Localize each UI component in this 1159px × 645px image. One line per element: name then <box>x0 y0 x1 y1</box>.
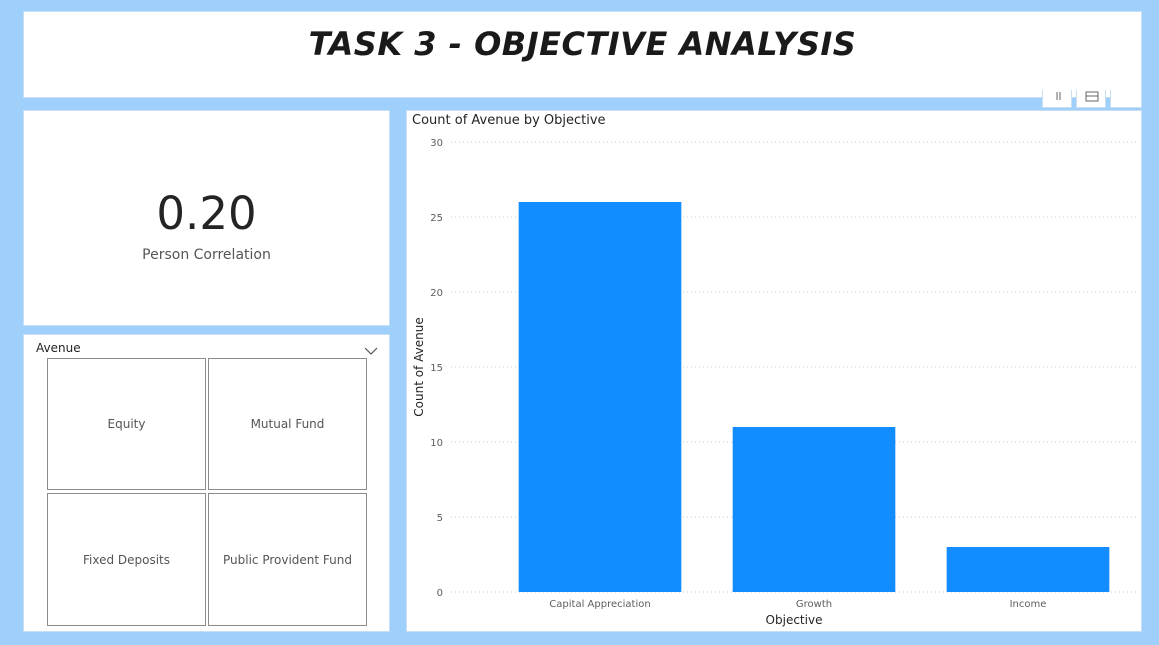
slicer-tile-equity[interactable]: Equity <box>47 358 206 490</box>
x-tick-label: Income <box>1010 599 1047 610</box>
chart-title: Count of Avenue by Objective <box>412 113 606 128</box>
slicer-tile-mutual-fund[interactable]: Mutual Fund <box>208 358 367 490</box>
bar-chart-panel: Count of Avenue by Objective 0 5 10 15 20 25 3… <box>406 110 1142 632</box>
y-tick-label: 30 <box>430 138 443 149</box>
page-title: TASK 3 - OBJECTIVE ANALYSIS <box>308 25 857 63</box>
y-tick-label: 15 <box>430 363 443 374</box>
focus-mode-icon[interactable] <box>1076 90 1106 108</box>
bar-chart: 0 5 10 15 20 25 30 Capital Appreciation Growth In… <box>412 138 1137 627</box>
card-label: Person Correlation <box>142 247 271 263</box>
x-tick-label: Growth <box>796 599 832 610</box>
y-axis-label: Count of Avenue <box>412 317 426 416</box>
bar[interactable] <box>732 427 896 592</box>
bar[interactable] <box>518 202 682 592</box>
x-tick-label: Capital Appreciation <box>549 599 650 610</box>
y-tick-label: 0 <box>437 588 443 599</box>
bar[interactable] <box>946 547 1110 592</box>
y-tick-label: 5 <box>437 513 443 524</box>
x-axis-label: Objective <box>766 613 823 627</box>
slicer-tile-public-provident-fund[interactable]: Public Provident Fund <box>208 493 367 626</box>
card-value: 0.20 <box>156 187 257 240</box>
slicer-header: Avenue <box>36 341 81 355</box>
y-tick-label: 20 <box>430 288 443 299</box>
avenue-slicer: Avenue Equity Mutual Fund Fixed Deposits… <box>23 334 390 632</box>
chevron-down-icon[interactable] <box>364 341 378 360</box>
visual-header-icons <box>1042 90 1142 108</box>
title-panel: TASK 3 - OBJECTIVE ANALYSIS <box>23 11 1142 98</box>
y-tick-label: 10 <box>430 438 443 449</box>
slicer-tile-fixed-deposits[interactable]: Fixed Deposits <box>47 493 206 626</box>
correlation-card: 0.20 Person Correlation <box>23 110 390 326</box>
y-tick-label: 25 <box>430 213 443 224</box>
more-options-icon[interactable] <box>1110 90 1142 108</box>
filter-icon[interactable] <box>1042 90 1072 108</box>
